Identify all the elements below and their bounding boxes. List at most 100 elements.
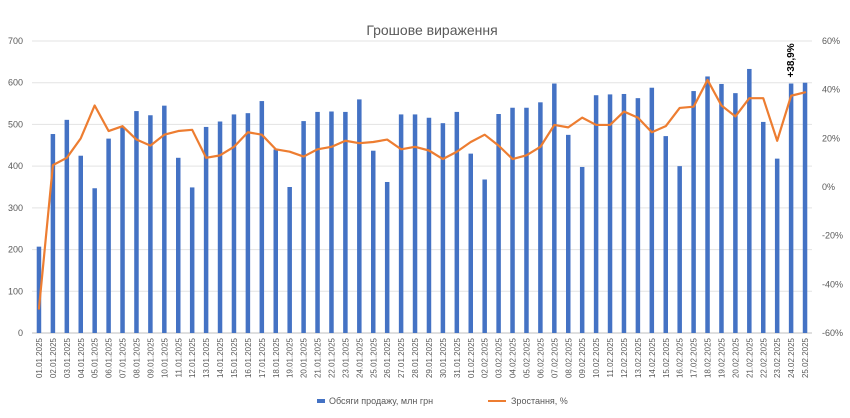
bar bbox=[301, 121, 306, 333]
x-axis-tick-label: 17.01.2025 bbox=[258, 337, 267, 378]
x-axis-tick-label: 18.01.2025 bbox=[272, 337, 281, 378]
bar bbox=[245, 113, 251, 333]
x-axis-tick-label: 11.02.2025 bbox=[606, 337, 615, 377]
bar bbox=[189, 187, 195, 333]
bar bbox=[50, 134, 56, 333]
bar bbox=[774, 158, 780, 333]
x-axis-tick-label: 22.02.2025 bbox=[759, 337, 768, 378]
legend-label-bar: Обсяги продажу, млн грн bbox=[329, 396, 433, 406]
bar bbox=[384, 181, 390, 333]
bar bbox=[231, 114, 237, 333]
left-axis-tick-label: 200 bbox=[8, 245, 23, 255]
x-axis-tick-label: 08.02.2025 bbox=[564, 337, 573, 378]
bar bbox=[566, 134, 571, 333]
bar bbox=[468, 153, 473, 333]
left-axis-ticks: 0 100 200 300 400 500 600 700 bbox=[8, 36, 23, 338]
bar bbox=[663, 136, 668, 333]
bar bbox=[92, 188, 97, 333]
x-axis-tick-label: 03.02.2025 bbox=[495, 337, 504, 378]
x-axis-tick-label: 23.01.2025 bbox=[341, 337, 350, 378]
bar bbox=[482, 179, 487, 333]
right-axis-tick-label: 60% bbox=[822, 36, 840, 46]
right-axis-tick-label: -60% bbox=[822, 328, 843, 338]
x-axis-tick-label: 26.01.2025 bbox=[383, 337, 392, 378]
bar bbox=[426, 117, 432, 333]
bar bbox=[496, 114, 501, 333]
x-axis-tick-label: 07.02.2025 bbox=[550, 337, 559, 378]
x-axis-tick-label: 12.01.2025 bbox=[188, 337, 197, 378]
left-axis-tick-label: 500 bbox=[8, 119, 23, 129]
right-axis-tick-label: 40% bbox=[822, 85, 840, 95]
bar bbox=[315, 111, 320, 334]
right-axis-tick-label: -40% bbox=[822, 279, 843, 289]
x-axis-tick-label: 24.02.2025 bbox=[787, 337, 796, 378]
x-axis-tick-label: 21.01.2025 bbox=[314, 337, 323, 378]
bar bbox=[593, 95, 599, 333]
bar bbox=[747, 68, 752, 333]
bar bbox=[607, 94, 613, 333]
right-axis-tick-label: 0% bbox=[822, 182, 835, 192]
legend-swatch-bar bbox=[317, 399, 325, 403]
x-axis-tick-label: 01.02.2025 bbox=[467, 337, 476, 378]
x-axis-tick-label: 23.02.2025 bbox=[773, 337, 782, 378]
bar bbox=[440, 123, 446, 333]
x-axis-tick-label: 21.02.2025 bbox=[745, 337, 754, 378]
x-axis-tick-label: 19.01.2025 bbox=[286, 337, 295, 378]
bar-series bbox=[36, 68, 808, 334]
x-axis-tick-label: 27.01.2025 bbox=[397, 337, 406, 378]
x-axis-tick-label: 18.02.2025 bbox=[704, 337, 713, 378]
x-axis-tick-label: 13.02.2025 bbox=[634, 337, 643, 378]
bar bbox=[454, 111, 460, 334]
bar bbox=[371, 150, 376, 333]
bar bbox=[579, 166, 585, 333]
x-axis-tick-label: 15.02.2025 bbox=[662, 337, 671, 378]
bar bbox=[635, 98, 641, 333]
right-axis-tick-label: 20% bbox=[822, 133, 840, 143]
bar bbox=[120, 126, 125, 333]
x-axis-tick-label: 06.01.2025 bbox=[105, 337, 114, 378]
x-axis-tick-label: 10.02.2025 bbox=[592, 337, 601, 378]
bar bbox=[36, 246, 42, 333]
left-axis-tick-label: 700 bbox=[8, 36, 23, 46]
x-axis-tick-label: 09.01.2025 bbox=[146, 337, 155, 378]
bar bbox=[677, 166, 682, 333]
bar bbox=[733, 93, 738, 334]
growth-annotation: +38,9% bbox=[786, 43, 797, 77]
bar bbox=[802, 82, 808, 333]
bar bbox=[329, 111, 334, 333]
bar bbox=[538, 102, 543, 333]
x-axis-tick-label: 12.02.2025 bbox=[620, 337, 629, 378]
bar bbox=[259, 101, 265, 333]
x-axis-tick-label: 14.02.2025 bbox=[648, 337, 657, 378]
right-axis-ticks: -60% -40% -20% 0% 20% 40% 60% bbox=[822, 36, 843, 338]
bar bbox=[176, 157, 181, 333]
x-axis-tick-label: 24.01.2025 bbox=[355, 337, 364, 378]
bar bbox=[761, 121, 766, 333]
bar bbox=[552, 83, 557, 333]
bar bbox=[217, 121, 223, 333]
bar bbox=[203, 126, 209, 333]
bar bbox=[343, 111, 348, 334]
bar bbox=[398, 114, 404, 333]
x-axis-ticks: 01.01.2025 02.01.2025 03.01.2025 04.01.2025… bbox=[35, 337, 810, 378]
line-series bbox=[37, 78, 807, 310]
bar bbox=[134, 111, 139, 333]
bar bbox=[412, 114, 418, 333]
x-axis-tick-label: 11.01.2025 bbox=[174, 337, 183, 377]
bar bbox=[788, 83, 794, 333]
x-axis-tick-label: 10.01.2025 bbox=[160, 337, 169, 378]
left-axis-tick-label: 600 bbox=[8, 78, 23, 88]
x-axis-tick-label: 02.01.2025 bbox=[49, 337, 58, 378]
x-axis-tick-label: 05.02.2025 bbox=[522, 337, 531, 378]
x-axis-tick-label: 25.01.2025 bbox=[369, 337, 378, 378]
x-axis-tick-label: 08.01.2025 bbox=[132, 337, 141, 378]
bar bbox=[719, 83, 724, 333]
x-axis-tick-label: 22.01.2025 bbox=[327, 337, 336, 378]
growth-line bbox=[37, 78, 807, 310]
x-axis-tick-label: 04.02.2025 bbox=[509, 337, 518, 378]
left-axis-tick-label: 0 bbox=[18, 328, 23, 338]
left-axis-tick-label: 400 bbox=[8, 161, 23, 171]
gridlines bbox=[32, 40, 812, 334]
bar bbox=[357, 99, 362, 334]
